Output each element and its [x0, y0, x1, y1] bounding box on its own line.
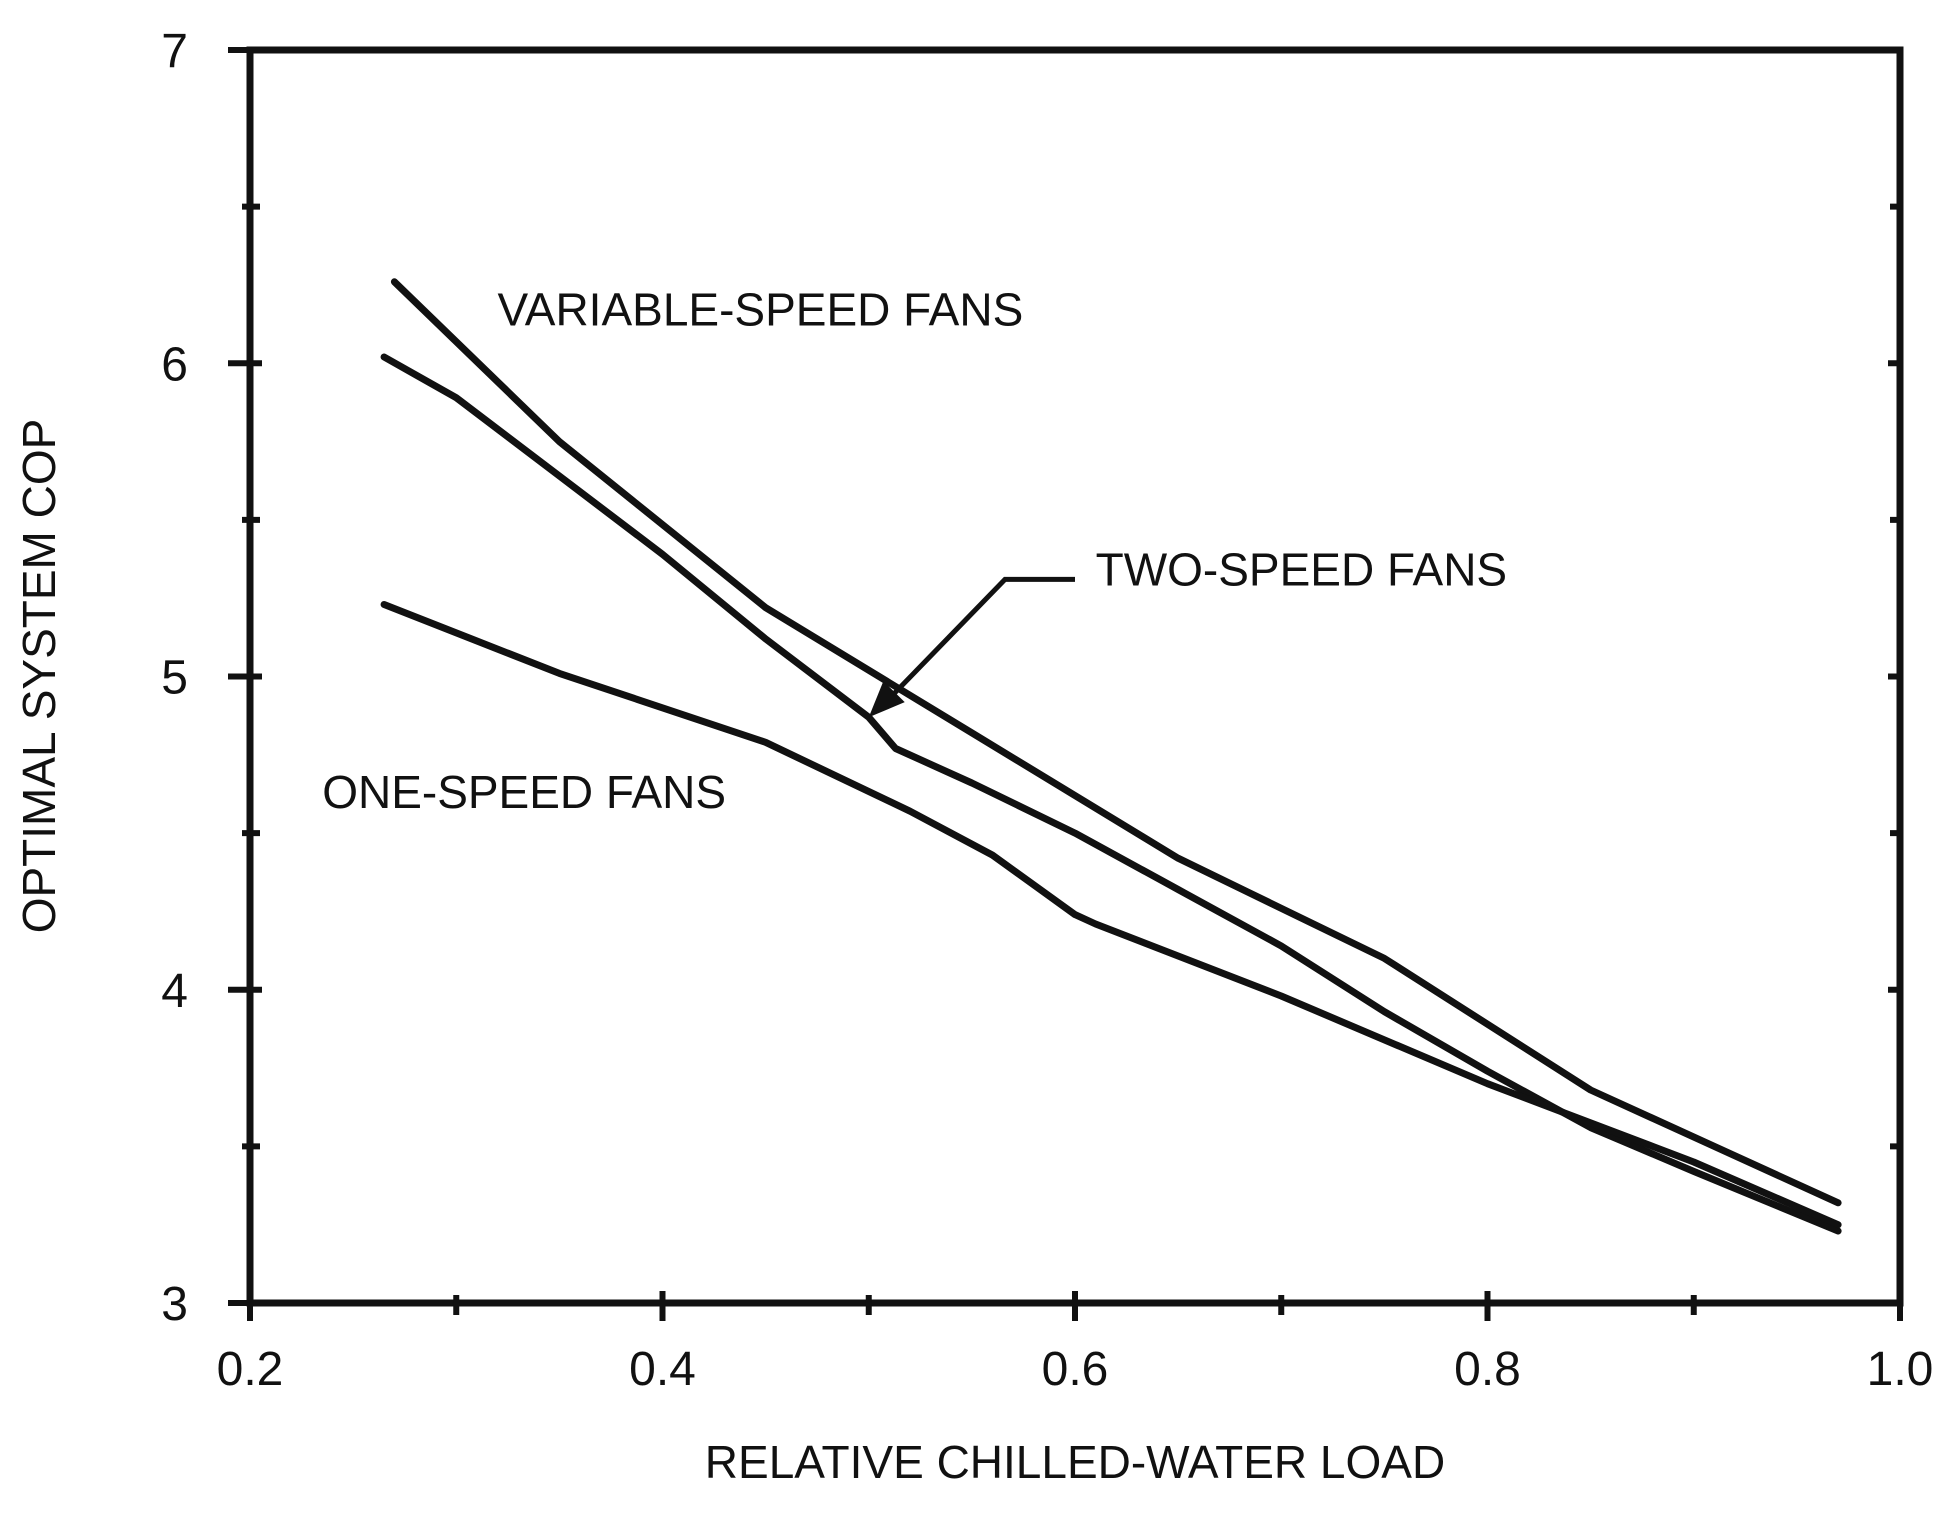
two-speed-fans-pointer: [880, 576, 1075, 707]
series-lines: [380, 278, 1842, 1235]
one-speed-fans-line: [380, 601, 1842, 1229]
two-speed-fans-label: TWO-SPEED FANS: [1096, 544, 1507, 596]
two-speed-fans-arrowhead: [868, 681, 905, 718]
x-tick-labels: 0.2 0.4 0.6 0.8 1.0: [217, 1343, 1934, 1396]
y-tick-label: 4: [161, 965, 188, 1018]
axis-ticks: [228, 47, 1903, 1321]
x-tick-label: 1.0: [1867, 1343, 1934, 1396]
y-axis-title: OPTIMAL SYSTEM COP: [13, 419, 65, 934]
x-axis-title: RELATIVE CHILLED-WATER LOAD: [705, 1436, 1445, 1488]
y-tick-label: 3: [161, 1278, 188, 1331]
variable-speed-fans-line: [390, 278, 1842, 1207]
variable-speed-fans-label: VARIABLE-SPEED FANS: [498, 284, 1024, 336]
two-speed-fans-line: [380, 353, 1842, 1235]
y-tick-label: 6: [161, 338, 188, 391]
y-tick-labels: 3 4 5 6 7: [161, 25, 188, 1331]
x-tick-label: 0.2: [217, 1343, 284, 1396]
y-tick-label: 7: [161, 25, 188, 78]
series-annotations: VARIABLE-SPEED FANS TWO-SPEED FANS ONE-SPE…: [322, 284, 1507, 818]
y-tick-label: 5: [161, 652, 188, 705]
x-tick-label: 0.4: [629, 1343, 696, 1396]
one-speed-fans-label: ONE-SPEED FANS: [322, 766, 726, 818]
x-tick-label: 0.8: [1454, 1343, 1521, 1396]
x-tick-label: 0.6: [1042, 1343, 1109, 1396]
